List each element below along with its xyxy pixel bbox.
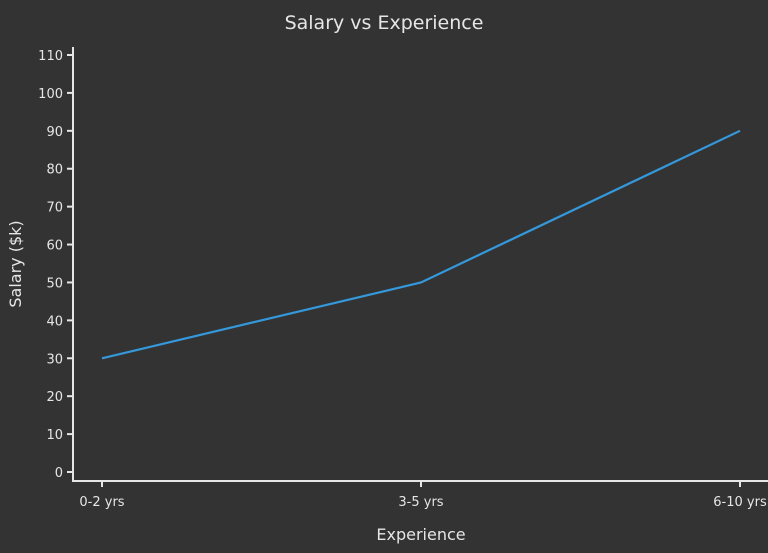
y-tick-label: 10 xyxy=(46,428,63,443)
y-tick-label: 20 xyxy=(46,390,63,405)
series xyxy=(101,129,741,360)
y-tick-label: 30 xyxy=(46,352,63,367)
y-axis-label: Salary ($k) xyxy=(6,220,25,307)
y-tick-label: 110 xyxy=(38,49,63,64)
y-tick-label: 80 xyxy=(46,163,63,178)
x-axis: 0-2 yrs 3-5 yrs 6-10 yrs xyxy=(73,480,768,510)
y-tick-label: 40 xyxy=(46,314,63,329)
y-axis: 0 10 20 30 40 50 60 70 80 90 100 110 xyxy=(38,47,74,482)
x-tick-label: 0-2 yrs xyxy=(79,495,124,510)
y-tick-label: 70 xyxy=(46,201,63,216)
x-axis-label: Experience xyxy=(376,525,465,544)
chart-title: Salary vs Experience xyxy=(285,12,484,34)
y-tick-label: 50 xyxy=(46,276,63,291)
x-tick-label: 3-5 yrs xyxy=(398,495,443,510)
salary-line xyxy=(101,129,741,360)
y-tick-label: 0 xyxy=(55,466,63,481)
y-tick-label: 100 xyxy=(38,87,63,102)
y-tick-label: 60 xyxy=(46,239,63,254)
x-tick-label: 6-10 yrs xyxy=(713,495,767,510)
y-tick-label: 90 xyxy=(46,125,63,140)
